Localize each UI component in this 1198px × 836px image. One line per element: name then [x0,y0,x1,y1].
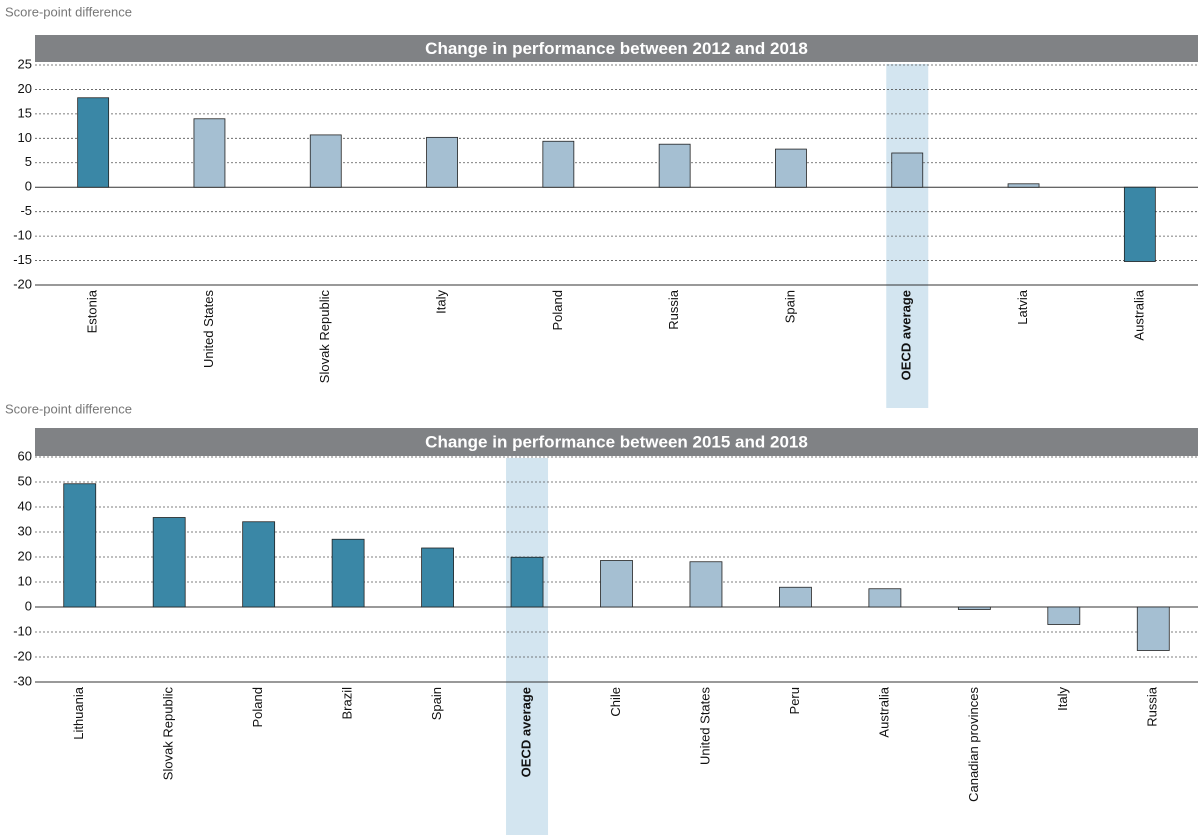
x-tick-label: Australia [1131,289,1146,340]
x-tick-label: OECD average [518,687,533,777]
bar [542,140,575,188]
x-tick-label: Canadian provinces [966,687,981,802]
y-tick-label: 0 [25,179,32,194]
bar [510,556,544,608]
x-tick-label: United States [201,290,216,369]
x-tick-label: Russia [666,289,681,330]
y-tick-label: -15 [13,252,32,267]
bar [1047,606,1081,625]
y-tick-label: 25 [18,56,32,71]
bar [775,148,807,188]
x-tick-label: Poland [250,687,265,727]
bar [1123,186,1156,262]
y-tick-label: -20 [13,276,32,291]
highlight-band [506,458,549,835]
y-tick-label: -5 [20,203,32,218]
bar [658,143,691,188]
bar [957,606,991,610]
y-tick-label: 50 [18,473,32,488]
x-tick-label: Peru [787,687,802,714]
x-tick-label: Latvia [1015,289,1030,324]
y-axis-label: Score-point difference [5,401,132,416]
title-bar [35,428,1198,456]
y-tick-label: 15 [18,105,32,120]
x-tick-label: Slovak Republic [161,687,176,781]
bar [1136,606,1170,651]
x-tick-label: Brazil [340,687,355,720]
x-tick-label: Italy [433,290,448,314]
x-tick-label: Chile [608,687,623,717]
bar [421,547,454,608]
bar [63,483,97,608]
x-tick-label: Australia [876,686,891,737]
bar [193,118,226,188]
y-tick-label: 30 [18,523,32,538]
y-tick-label: -20 [13,648,32,663]
y-tick-label: 10 [18,573,32,588]
bar [868,588,902,608]
x-tick-label: Russia [1145,686,1160,727]
bar [779,586,812,608]
x-tick-label: Lithuania [71,686,86,740]
bar [242,521,276,608]
bar [152,517,186,608]
x-tick-label: Poland [550,290,565,330]
y-tick-label: -30 [13,673,32,688]
x-tick-label: Spain [782,290,797,323]
y-tick-label: 5 [25,154,32,169]
y-tick-label: 20 [18,548,32,563]
y-tick-label: 0 [25,598,32,613]
y-axis-label: Score-point difference [5,4,132,19]
y-tick-label: 40 [18,498,32,513]
y-tick-label: 10 [18,130,32,145]
x-tick-label: Spain [429,687,444,720]
bar [77,97,110,188]
bar [600,560,633,608]
title-bar [35,35,1198,62]
bar [689,561,723,608]
y-tick-label: 20 [18,81,32,96]
bar [309,134,342,188]
bar [426,136,458,188]
bar [891,152,924,188]
bar [1007,183,1040,188]
bar [331,538,365,608]
y-tick-label: -10 [13,228,32,243]
x-tick-label: United States [697,687,712,766]
x-tick-label: OECD average [899,290,914,380]
chart-title: Change in performance between 2012 and 2… [425,39,808,58]
y-tick-label: 60 [18,448,32,463]
x-tick-label: Estonia [85,289,100,333]
x-tick-label: Italy [1055,687,1070,711]
y-tick-label: -10 [13,623,32,638]
x-tick-label: Slovak Republic [317,290,332,384]
chart-title: Change in performance between 2015 and 2… [425,432,808,451]
